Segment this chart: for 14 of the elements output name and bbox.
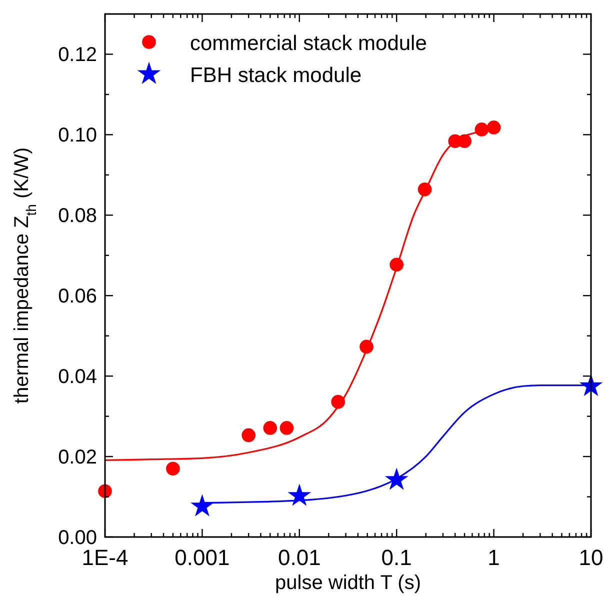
y-tick-label: 0.08 — [58, 205, 97, 228]
y-tick-label: 0.04 — [58, 366, 97, 388]
x-tick-label: 0.001 — [174, 545, 230, 570]
legend-label: FBH stack module — [190, 64, 362, 87]
y-tick-label: 0.12 — [58, 44, 97, 66]
x-tick-label: 0.01 — [278, 545, 321, 570]
legend-label: commercial stack module — [190, 32, 427, 55]
y-tick-label: 0.06 — [58, 286, 97, 308]
x-tick-label: 10 — [578, 545, 604, 570]
y-tick-label: 0.02 — [58, 446, 97, 469]
x-tick-label: 1 — [488, 545, 500, 570]
x-axis-title: pulse width T (s) — [275, 572, 421, 594]
x-tick-label: 0.1 — [381, 545, 412, 570]
y-tick-label: 0.10 — [58, 124, 97, 147]
